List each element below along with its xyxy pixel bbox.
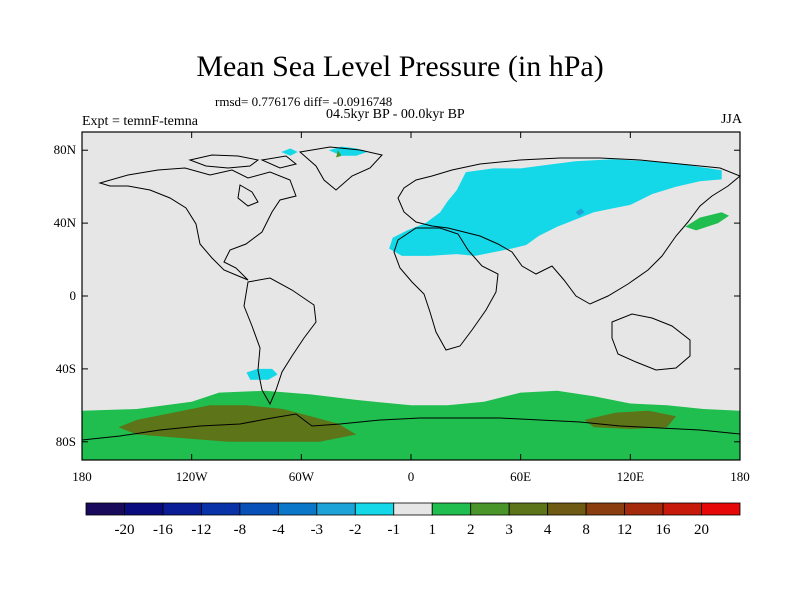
colorbar-level-label: -2 [349,522,362,538]
colorbar-level-label: -12 [191,522,212,538]
lon-tick-label: 60W [288,469,314,484]
region-south-atlantic-low [246,368,278,380]
colorbar-swatch [239,502,279,516]
colorbar-swatch [85,502,125,516]
lat-tick-label: 40S [55,360,76,376]
colorbar-level-label: -20 [114,522,135,538]
colorbar-swatch [431,502,472,516]
colorbar-level-label: 2 [466,522,475,538]
coastline-arctic-islands [188,154,298,169]
coastline-africa [393,227,499,351]
colorbar-level-label: -16 [152,522,173,538]
coastline-antarctica [81,413,741,441]
colorbar-level-label: 20 [694,522,710,538]
colorbar-swatch [508,502,549,516]
lat-tick-label: 0 [69,288,77,303]
pressure-anomaly-regions [82,146,740,460]
coastline-north-america [98,167,297,281]
colorbar-swatch [124,502,164,516]
colorbar-swatch [624,502,664,516]
coastline-greenland [298,146,383,191]
lon-tick-label: 60E [510,469,532,484]
colorbar-swatch [547,502,587,516]
region-greenland-low-west [281,148,298,156]
region-siberia-low-core [575,208,585,216]
colorbar-level-label: -4 [272,522,285,538]
lon-tick-label: 120E [616,469,645,484]
lon-tick-label: 180 [72,469,92,484]
coastline-south-america [243,277,317,406]
colorbar-level-label: -8 [233,522,247,538]
region-north-pacific-high [685,212,729,231]
colorbar-swatch [316,502,356,516]
colorbar-level-label: 16 [655,522,671,538]
colorbar-swatch [277,502,318,516]
region-greenland-high-spot [336,150,342,158]
region-northern-eurasia-low [389,159,722,256]
colorbar-swatch [470,502,510,516]
lon-tick-label: 0 [407,469,415,484]
coastline-australia [611,313,691,371]
colorbar [85,502,741,516]
chart-title: Mean Sea Level Pressure (in hPa) [196,50,604,83]
period-label: 04.5kyr BP - 00.0kyr BP [326,107,465,122]
experiment-label: Expt = temnF-temna [82,114,198,129]
colorbar-level-label: 1 [428,522,436,538]
colorbar-swatch [585,502,625,516]
lat-tick-label: 80N [53,142,76,158]
colorbar-level-label: -3 [310,522,324,538]
coastline-hudson-bay [237,184,259,207]
coastline-eurasia [397,157,741,305]
colorbar-swatch [354,502,395,516]
lon-tick-label: 120W [175,469,208,484]
colorbar-swatch [662,502,702,516]
lon-tick-label: 180 [730,469,750,484]
colorbar-level-label: 3 [505,522,513,538]
colorbar-level-label: 12 [617,522,633,538]
colorbar-level-label: 8 [582,522,590,538]
colorbar-level-label: 4 [543,522,552,538]
colorbar-level-label: -1 [387,522,401,538]
coastlines [81,146,741,441]
axis-ticks [81,132,741,460]
lat-tick-label: 80S [55,433,76,449]
colorbar-swatch [201,502,241,516]
lat-tick-label: 40N [53,215,76,231]
stats-line: rmsd= 0.776176 diff= -0.0916748 [215,94,393,109]
colorbar-swatch [393,502,433,516]
season-label: JJA [720,112,742,127]
colorbar-swatch [701,502,741,516]
colorbar-swatch [162,502,202,516]
